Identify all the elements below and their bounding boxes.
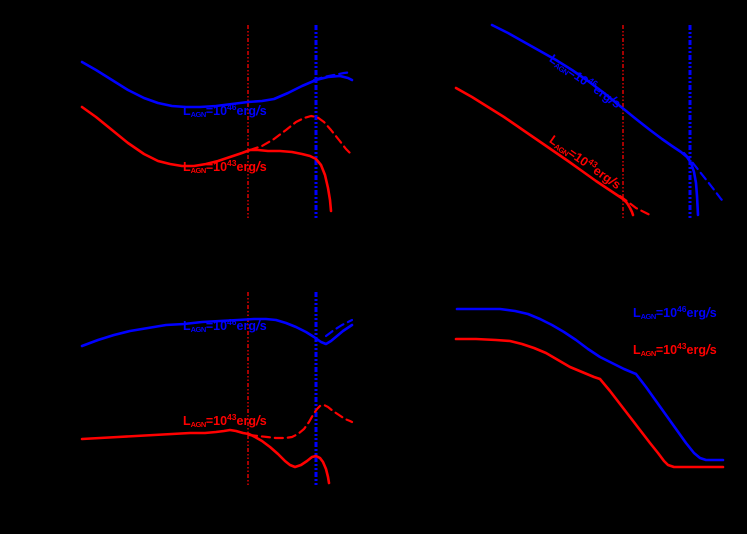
panel-bottom-left-blue-dashed-curve [324,318,354,338]
panel-bottom-right-red-solid-curve [454,337,725,469]
panel-top-right-blue-solid-curve [490,23,700,217]
panel-top-right-blue-dashed-curve [682,151,725,203]
panel-bottom-left-red-solid-curve [80,428,331,485]
panel-top-left-blue-solid-curve [80,60,354,109]
panel-top-left-red-dashed-curve [248,114,354,157]
panel-top-right-red-dashed-curve [618,194,652,217]
panel-top-right-red-solid-curve [454,86,635,217]
panel-bottom-left-red-dashed-curve [247,403,354,440]
panel-top-left-red-solid-curve [80,105,333,213]
panel-bottom-right-blue-solid-curve [455,307,725,462]
panel-bottom-left-blue-solid-curve [80,317,354,348]
panel-top-left-blue-dashed-curve [312,70,354,82]
